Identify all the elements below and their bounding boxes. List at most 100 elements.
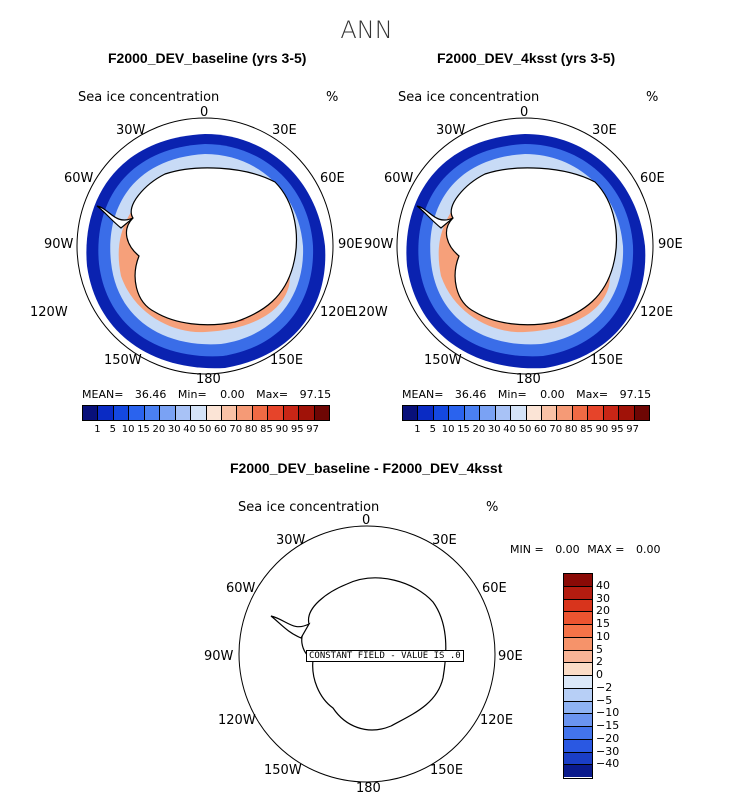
diff-min: 0.00 [555, 543, 580, 556]
diff-colorbar-swatch [564, 727, 592, 740]
panel1-lon-60w: 60W [64, 171, 94, 186]
diff-colorbar-swatch [564, 574, 592, 587]
panel1-colorbar-ticks: 1 5 10 15 20 30 40 50 60 70 80 85 90 95 97 [82, 424, 352, 435]
panel2-min: 0.00 [540, 388, 565, 401]
panel2-var-label: Sea ice concentration [398, 90, 540, 105]
panel2-lon-90e: 90E [658, 237, 683, 252]
diff-lon-150w: 150W [264, 763, 302, 778]
diff-colorbar-tick-label: −30 [596, 744, 620, 758]
colorbar-tick-label: 50 [518, 424, 532, 435]
diff-colorbar-swatch [564, 676, 592, 689]
panel1-antarctica [125, 167, 298, 326]
diff-lon-0: 0 [362, 513, 370, 528]
panel1-lon-150w: 150W [104, 353, 142, 368]
diff-peninsula [270, 615, 311, 639]
diff-colorbar-swatch [564, 612, 592, 625]
colorbar-tick-label: 80 [244, 424, 258, 435]
panel2-units: % [646, 90, 659, 105]
diff-lon-60e: 60E [482, 581, 507, 596]
colorbar-tick-label: 30 [487, 424, 501, 435]
colorbar-swatch [511, 406, 527, 420]
colorbar-swatch [557, 406, 573, 420]
panel1-max: 97.15 [299, 388, 332, 401]
panel2-mean: 36.46 [454, 388, 487, 401]
panel2-lon-150e: 150E [590, 353, 623, 368]
colorbar-tick-label: 85 [260, 424, 273, 435]
colorbar-swatch [572, 406, 589, 420]
colorbar-swatch [237, 406, 253, 420]
colorbar-swatch [588, 406, 604, 420]
diff-colorbar-swatch [564, 637, 592, 651]
colorbar-tick-label: 95 [290, 424, 304, 435]
colorbar-tick-label: 5 [429, 424, 436, 435]
panel1-lon-0: 0 [200, 105, 208, 120]
panel2-lon-60e: 60E [640, 171, 665, 186]
panel2-lon-120e: 120E [640, 305, 673, 320]
diff-colorbar-swatch [564, 714, 592, 727]
panel1-stats: MEAN= 36.46 Min= 0.00 Max= 97.15 [82, 388, 331, 401]
colorbar-tick-label: 95 [610, 424, 624, 435]
diff-max-label: MAX = [587, 543, 625, 556]
panel2-stats: MEAN= 36.46 Min= 0.00 Max= 97.15 [402, 388, 651, 401]
panel1-map: 0 30E 60E 90E 120E 150E 180 150W 120W 90… [30, 105, 363, 387]
colorbar-swatch [160, 406, 176, 420]
panel1-max-label: Max= [256, 388, 289, 401]
panel2-mean-label: MEAN= [402, 388, 444, 401]
colorbar-swatch [433, 406, 450, 420]
colorbar-swatch [113, 406, 130, 420]
diff-colorbar-tick-label: 0 [596, 668, 603, 681]
diff-colorbar-swatch [564, 701, 592, 715]
colorbar-tick-label: 1 [414, 424, 421, 435]
panel2-lon-90w: 90W [364, 237, 394, 252]
colorbar-tick-label: 15 [137, 424, 150, 435]
diff-colorbar-tick-label: 10 [596, 629, 610, 643]
colorbar-tick-label: 10 [121, 424, 135, 435]
diff-colorbar-tick-label: −5 [596, 693, 613, 707]
figure-title: ANN [340, 16, 393, 44]
panel2-colorbar [402, 405, 650, 421]
diff-var-label: Sea ice concentration [238, 500, 380, 515]
panel1-lon-120e: 120E [320, 305, 353, 320]
colorbar-swatch [252, 406, 269, 420]
panel2-antarctica [445, 167, 618, 326]
colorbar-tick-label: 30 [167, 424, 181, 435]
diff-lon-30e: 30E [432, 533, 457, 548]
diff-header: F2000_DEV_baseline - F2000_DEV_4ksst [230, 460, 503, 476]
diff-lon-120e: 120E [480, 713, 513, 728]
panel2-colorbar-ticks: 1 5 10 15 20 30 40 50 60 70 80 85 90 95 97 [402, 424, 672, 435]
diff-units: % [486, 500, 499, 515]
colorbar-tick-label: 20 [472, 424, 486, 435]
colorbar-swatch [526, 406, 542, 420]
diff-colorbar-tick-label: 30 [596, 591, 610, 605]
panel2-lon-0: 0 [520, 105, 528, 120]
colorbar-tick-label: 15 [457, 424, 470, 435]
panel2-header: F2000_DEV_4ksst (yrs 3-5) [437, 50, 616, 66]
colorbar-tick-label: 97 [306, 424, 319, 435]
colorbar-tick-label: 10 [441, 424, 455, 435]
colorbar-tick-label: 97 [626, 424, 639, 435]
panel1-lon-30e: 30E [272, 123, 297, 138]
panel2-lon-30w: 30W [436, 123, 466, 138]
panel2-peninsula [416, 205, 454, 229]
colorbar-swatch [191, 406, 207, 420]
diff-lon-90e: 90E [498, 649, 523, 664]
diff-colorbar-swatch [564, 663, 592, 676]
colorbar-tick-label: 20 [152, 424, 166, 435]
diff-lon-30w: 30W [276, 533, 306, 548]
panel2-lon-60w: 60W [384, 171, 414, 186]
diff-colorbar-tick-label: −15 [596, 719, 620, 732]
diff-colorbar [563, 573, 593, 779]
colorbar-swatch [144, 406, 161, 420]
panel1-lon-30w: 30W [116, 123, 146, 138]
panel1-peninsula [96, 205, 134, 229]
diff-lon-120w: 120W [218, 713, 256, 728]
colorbar-swatch [268, 406, 284, 420]
colorbar-tick-label: 60 [214, 424, 227, 435]
diff-colorbar-swatch [564, 765, 592, 777]
panel1-lon-90w: 90W [44, 237, 74, 252]
diff-colorbar-swatch [564, 599, 592, 613]
panel2-lon-150w: 150W [424, 353, 462, 368]
colorbar-swatch [495, 406, 512, 420]
diff-lon-60w: 60W [226, 581, 256, 596]
colorbar-swatch [541, 406, 558, 420]
